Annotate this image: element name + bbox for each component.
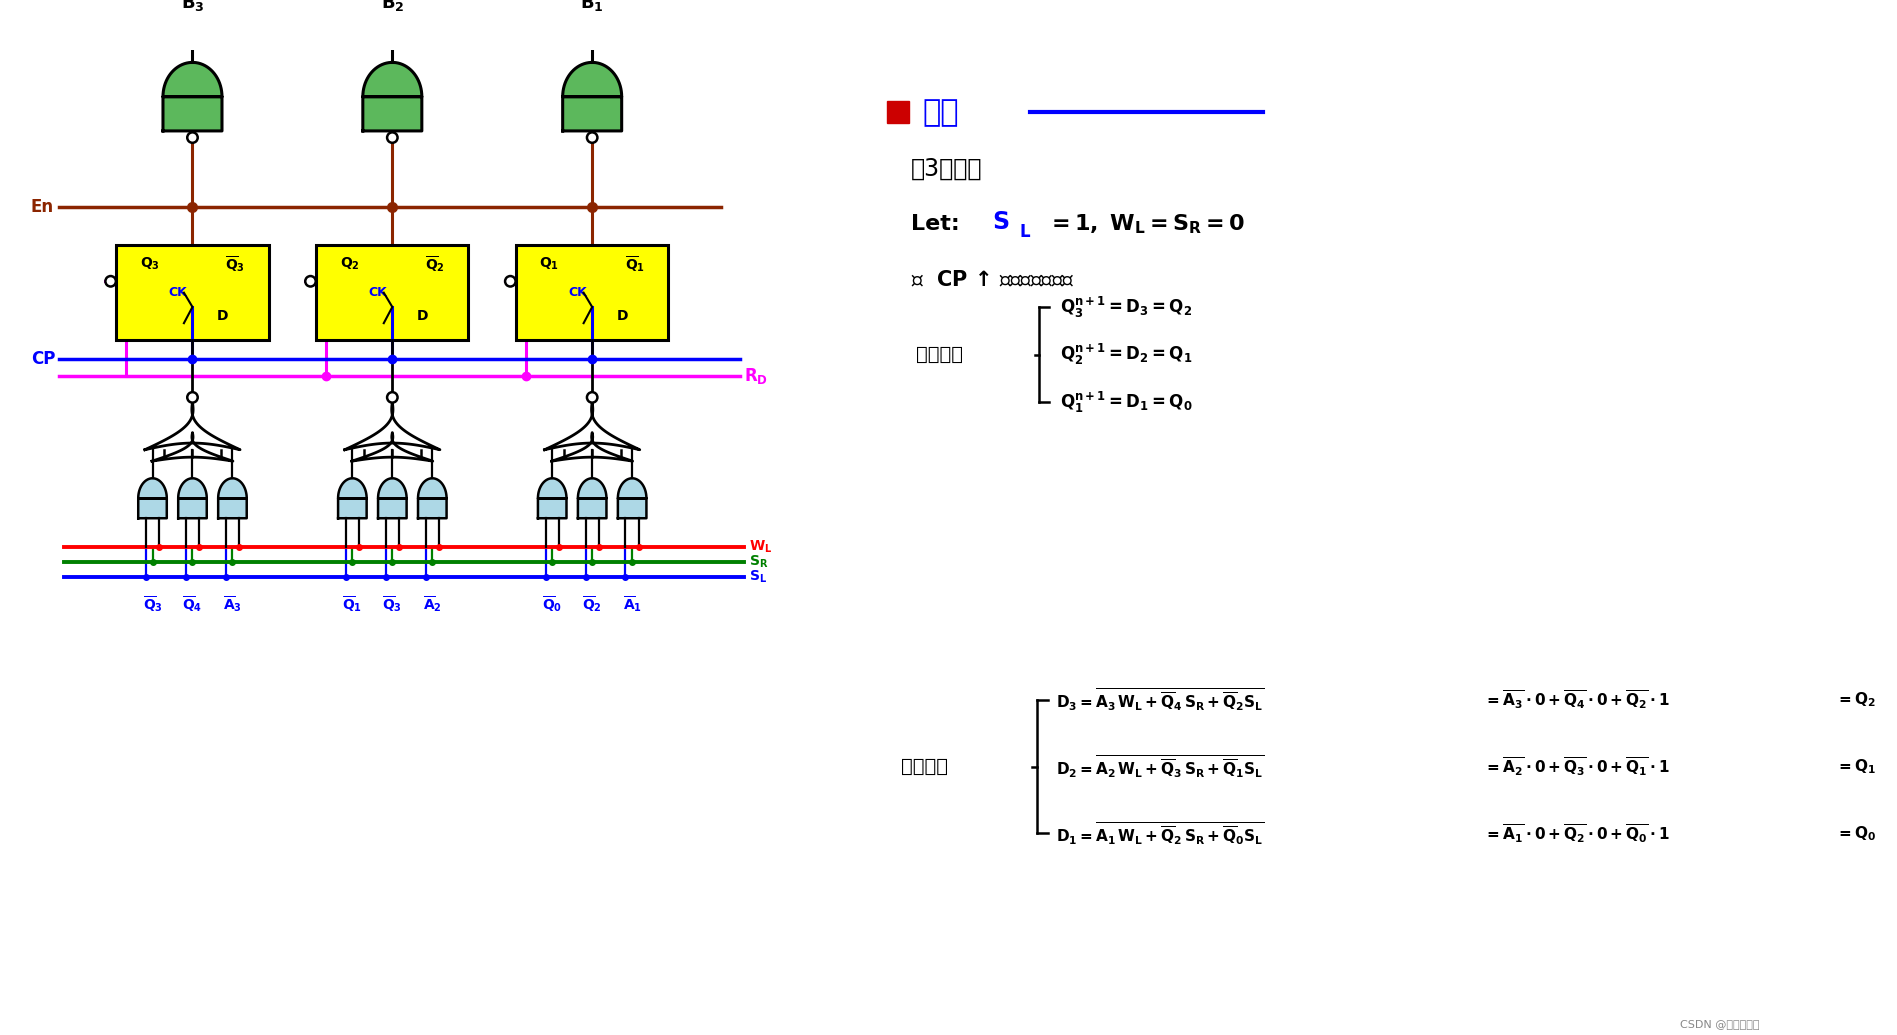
FancyBboxPatch shape — [116, 245, 269, 341]
Circle shape — [106, 276, 116, 287]
Polygon shape — [378, 478, 406, 519]
Text: CP: CP — [30, 350, 55, 368]
Text: En: En — [30, 198, 53, 216]
Text: $\mathbf{\overline{Q}_2}$: $\mathbf{\overline{Q}_2}$ — [582, 594, 601, 615]
Text: $\mathbf{=\overline{A_2}\cdot 0+\overline{Q_3}\cdot 0+\overline{Q_1}\cdot 1}$: $\mathbf{=\overline{A_2}\cdot 0+\overlin… — [1483, 756, 1669, 778]
Text: 输入方程: 输入方程 — [901, 758, 948, 776]
Text: CK: CK — [368, 287, 387, 299]
Polygon shape — [178, 478, 207, 519]
Polygon shape — [544, 403, 639, 450]
Text: $\mathbf{\overline{Q}_0}$: $\mathbf{\overline{Q}_0}$ — [543, 594, 562, 615]
Text: $\mathbf{\overline{A}_3}$: $\mathbf{\overline{A}_3}$ — [224, 594, 243, 614]
Text: 次态方程: 次态方程 — [916, 345, 964, 364]
Text: $\mathbf{= Q_0}$: $\mathbf{= Q_0}$ — [1836, 824, 1876, 842]
Polygon shape — [539, 478, 567, 519]
Text: D: D — [417, 309, 429, 324]
Circle shape — [188, 132, 197, 143]
Polygon shape — [579, 478, 607, 519]
Polygon shape — [144, 403, 241, 450]
Text: $\mathbf{=\overline{A_1}\cdot 0+\overline{Q_2}\cdot 0+\overline{Q_0}\cdot 1}$: $\mathbf{=\overline{A_1}\cdot 0+\overlin… — [1483, 822, 1669, 845]
Polygon shape — [563, 62, 622, 130]
Text: $\mathbf{Q_2^{n+1} = D_2 = Q_1}$: $\mathbf{Q_2^{n+1} = D_2 = Q_1}$ — [1060, 342, 1193, 367]
Circle shape — [586, 132, 598, 143]
Text: D: D — [216, 309, 230, 324]
Text: $\mathbf{B_1}$: $\mathbf{B_1}$ — [580, 0, 603, 12]
Text: $\mathbf{S_L}$: $\mathbf{S_L}$ — [749, 569, 766, 586]
Text: CSDN @李小量同志: CSDN @李小量同志 — [1681, 1018, 1760, 1029]
Text: CK: CK — [569, 287, 588, 299]
Circle shape — [387, 132, 398, 143]
Text: $\mathbf{Q_1^{n+1} = D_1 = Q_0}$: $\mathbf{Q_1^{n+1} = D_1 = Q_0}$ — [1060, 389, 1193, 415]
Text: 功能: 功能 — [922, 98, 958, 127]
Polygon shape — [362, 62, 421, 130]
Text: $\mathbf{Q_1}$: $\mathbf{Q_1}$ — [539, 256, 560, 272]
Text: （3）左移: （3）左移 — [911, 157, 983, 181]
Polygon shape — [163, 62, 222, 130]
Polygon shape — [351, 433, 433, 462]
Circle shape — [188, 392, 197, 403]
Text: $\mathbf{\overline{Q}_1}$: $\mathbf{\overline{Q}_1}$ — [341, 594, 362, 615]
Text: $\mathbf{Q_3}$: $\mathbf{Q_3}$ — [140, 256, 159, 272]
Text: $\mathbf{Q_2}$: $\mathbf{Q_2}$ — [340, 256, 359, 272]
Text: $\mathbf{R_D}$: $\mathbf{R_D}$ — [744, 366, 768, 386]
Polygon shape — [417, 478, 446, 519]
Polygon shape — [138, 478, 167, 519]
Text: CK: CK — [169, 287, 188, 299]
Text: $\mathbf{S}$: $\mathbf{S}$ — [992, 210, 1009, 234]
Text: D: D — [617, 309, 628, 324]
Circle shape — [305, 276, 315, 287]
Text: $\mathbf{D_3=\overline{A_3\,W_L+\overline{Q}_4\,S_R+\overline{Q}_2 S_L}}$: $\mathbf{D_3=\overline{A_3\,W_L+\overlin… — [1055, 686, 1263, 713]
Text: $\mathbf{\overline{Q}_1}$: $\mathbf{\overline{Q}_1}$ — [624, 255, 645, 274]
Polygon shape — [552, 433, 632, 462]
Text: $\mathbf{L}$: $\mathbf{L}$ — [1019, 223, 1030, 241]
Polygon shape — [218, 478, 247, 519]
Text: $\mathbf{= Q_2}$: $\mathbf{= Q_2}$ — [1836, 690, 1876, 709]
Text: $\mathbf{\overline{Q}_3}$: $\mathbf{\overline{Q}_3}$ — [383, 594, 402, 615]
Text: $\mathbf{S_R}$: $\mathbf{S_R}$ — [749, 554, 768, 570]
Text: $\mathbf{W_L}$: $\mathbf{W_L}$ — [749, 538, 772, 555]
Circle shape — [387, 392, 398, 403]
Text: $\mathbf{= Q_1}$: $\mathbf{= Q_1}$ — [1836, 758, 1876, 776]
Text: $\mathbf{\overline{A}_2}$: $\mathbf{\overline{A}_2}$ — [423, 594, 442, 614]
Text: 当  $\mathbf{CP}$ ↑ 上升沿到来时：: 当 $\mathbf{CP}$ ↑ 上升沿到来时： — [911, 270, 1074, 291]
Text: $\mathbf{=\overline{A_3}\cdot 0+\overline{Q_4}\cdot 0+\overline{Q_2}\cdot 1}$: $\mathbf{=\overline{A_3}\cdot 0+\overlin… — [1483, 688, 1669, 711]
Circle shape — [505, 276, 516, 287]
Text: $\mathbf{B_2}$: $\mathbf{B_2}$ — [381, 0, 404, 12]
Circle shape — [586, 392, 598, 403]
Polygon shape — [345, 403, 440, 450]
Polygon shape — [618, 478, 647, 519]
FancyBboxPatch shape — [317, 245, 469, 341]
Text: $\mathbf{D_1=\overline{A_1\,W_L+\overline{Q}_2\,S_R+\overline{Q}_0 S_L}}$: $\mathbf{D_1=\overline{A_1\,W_L+\overlin… — [1055, 820, 1263, 847]
Bar — [888, 101, 909, 123]
Text: $\mathbf{= 1,\ W_L = S_R = 0}$: $\mathbf{= 1,\ W_L = S_R = 0}$ — [1040, 212, 1244, 236]
Polygon shape — [338, 478, 366, 519]
Text: $\mathbf{\overline{Q}_3}$: $\mathbf{\overline{Q}_3}$ — [142, 594, 163, 615]
Text: Let:: Let: — [911, 214, 967, 234]
Text: $\mathbf{D_2=\overline{A_2\,W_L+\overline{Q}_3\,S_R+\overline{Q}_1 S_L}}$: $\mathbf{D_2=\overline{A_2\,W_L+\overlin… — [1055, 753, 1263, 780]
Text: $\mathbf{Q_3^{n+1} = D_3 = Q_2}$: $\mathbf{Q_3^{n+1} = D_3 = Q_2}$ — [1060, 294, 1193, 320]
Polygon shape — [152, 433, 233, 462]
Text: $\mathbf{\overline{Q}_3}$: $\mathbf{\overline{Q}_3}$ — [226, 255, 245, 274]
Text: $\mathbf{\overline{A}_1}$: $\mathbf{\overline{A}_1}$ — [622, 594, 641, 614]
Text: $\mathbf{B_3}$: $\mathbf{B_3}$ — [180, 0, 205, 12]
Text: $\mathbf{\overline{Q}_4}$: $\mathbf{\overline{Q}_4}$ — [182, 594, 203, 615]
FancyBboxPatch shape — [516, 245, 668, 341]
Text: $\mathbf{\overline{Q}_2}$: $\mathbf{\overline{Q}_2}$ — [425, 255, 446, 274]
